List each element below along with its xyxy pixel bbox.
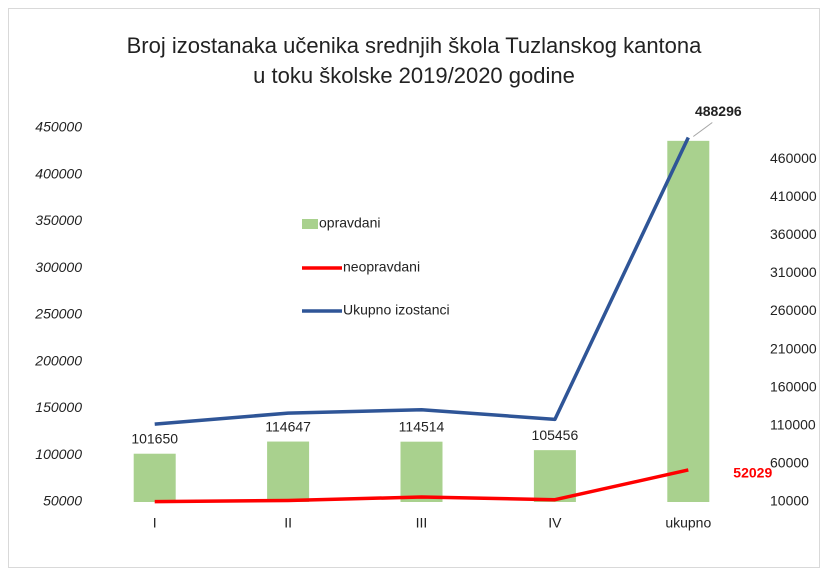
- y-tick-label: 50000: [43, 493, 82, 509]
- y2-tick-label: 460000: [770, 150, 817, 166]
- x-tick-label: II: [284, 515, 292, 531]
- data-label: 105456: [532, 427, 579, 443]
- data-label: 52029: [733, 465, 772, 481]
- x-tick-label: I: [153, 515, 157, 531]
- y2-tick-label: 260000: [770, 302, 817, 318]
- legend-label: opravdani: [319, 215, 381, 231]
- bar: [667, 140, 710, 502]
- y-tick-label: 100000: [35, 446, 82, 462]
- y-tick-label: 450000: [35, 119, 82, 135]
- legend-label: Ukupno izostanci: [343, 302, 450, 318]
- bar: [533, 450, 576, 502]
- legend-swatch: [302, 219, 318, 229]
- chart-title: Broj izostanaka učenika srednjih škola T…: [127, 33, 703, 58]
- y2-tick-label: 110000: [770, 417, 816, 433]
- x-tick-label: III: [416, 515, 428, 531]
- y2-tick-label: 10000: [770, 493, 809, 509]
- bar: [267, 441, 310, 502]
- data-label: 101650: [131, 430, 178, 446]
- x-tick-label: ukupno: [665, 515, 711, 531]
- bar: [133, 453, 176, 502]
- y-tick-label: 150000: [35, 399, 82, 415]
- data-label: 114514: [399, 418, 445, 434]
- y2-tick-label: 160000: [770, 378, 817, 394]
- legend-label: neopravdani: [343, 259, 420, 275]
- bar: [400, 441, 443, 502]
- y-tick-label: 400000: [35, 165, 82, 181]
- leader-line: [693, 122, 713, 137]
- y-tick-label: 200000: [34, 352, 82, 368]
- y2-tick-label: 410000: [770, 188, 817, 204]
- y2-tick-label: 210000: [770, 340, 817, 356]
- chart-title: u toku školske 2019/2020 godine: [253, 63, 575, 88]
- y-tick-label: 300000: [35, 259, 82, 275]
- y2-tick-label: 310000: [770, 264, 817, 280]
- y-tick-label: 250000: [34, 306, 82, 322]
- y-tick-label: 350000: [35, 212, 82, 228]
- data-label: 488296: [695, 103, 742, 119]
- y2-tick-label: 360000: [770, 226, 817, 242]
- data-label: 114647: [265, 418, 311, 434]
- y2-tick-label: 60000: [770, 455, 809, 471]
- line: [154, 136, 690, 426]
- line: [154, 468, 689, 504]
- x-tick-label: IV: [548, 515, 562, 531]
